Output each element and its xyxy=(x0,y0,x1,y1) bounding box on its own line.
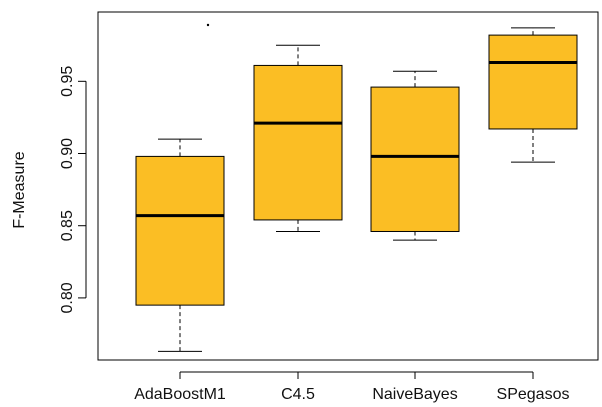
plot-frame xyxy=(97,11,599,361)
x-tick-label: NaiveBayes xyxy=(372,386,457,403)
boxes-layer xyxy=(135,23,578,352)
y-axis-title: F-Measure xyxy=(11,151,28,228)
y-tick-label: 0.85 xyxy=(59,210,76,241)
outlier-point xyxy=(206,23,210,27)
y-axis: 0.80 0.85 0.90 0.95 xyxy=(59,66,87,313)
x-axis: AdaBoostM1 C4.5 NaiveBayes SPegasos xyxy=(134,371,570,403)
iqr-box xyxy=(135,155,225,306)
box-spegasos xyxy=(488,27,578,163)
y-tick-label: 0.95 xyxy=(59,66,76,97)
box-naivebayes xyxy=(370,70,460,241)
iqr-box xyxy=(253,64,343,221)
box-c4.5 xyxy=(253,44,343,232)
box-adaboostm1 xyxy=(135,23,225,352)
x-tick-label: SPegasos xyxy=(497,386,570,403)
iqr-box xyxy=(488,34,578,130)
iqr-box xyxy=(370,86,460,232)
x-tick-label: C4.5 xyxy=(281,386,315,403)
y-tick-label: 0.90 xyxy=(59,138,76,169)
x-tick-label: AdaBoostM1 xyxy=(134,386,226,403)
y-tick-label: 0.80 xyxy=(59,282,76,313)
